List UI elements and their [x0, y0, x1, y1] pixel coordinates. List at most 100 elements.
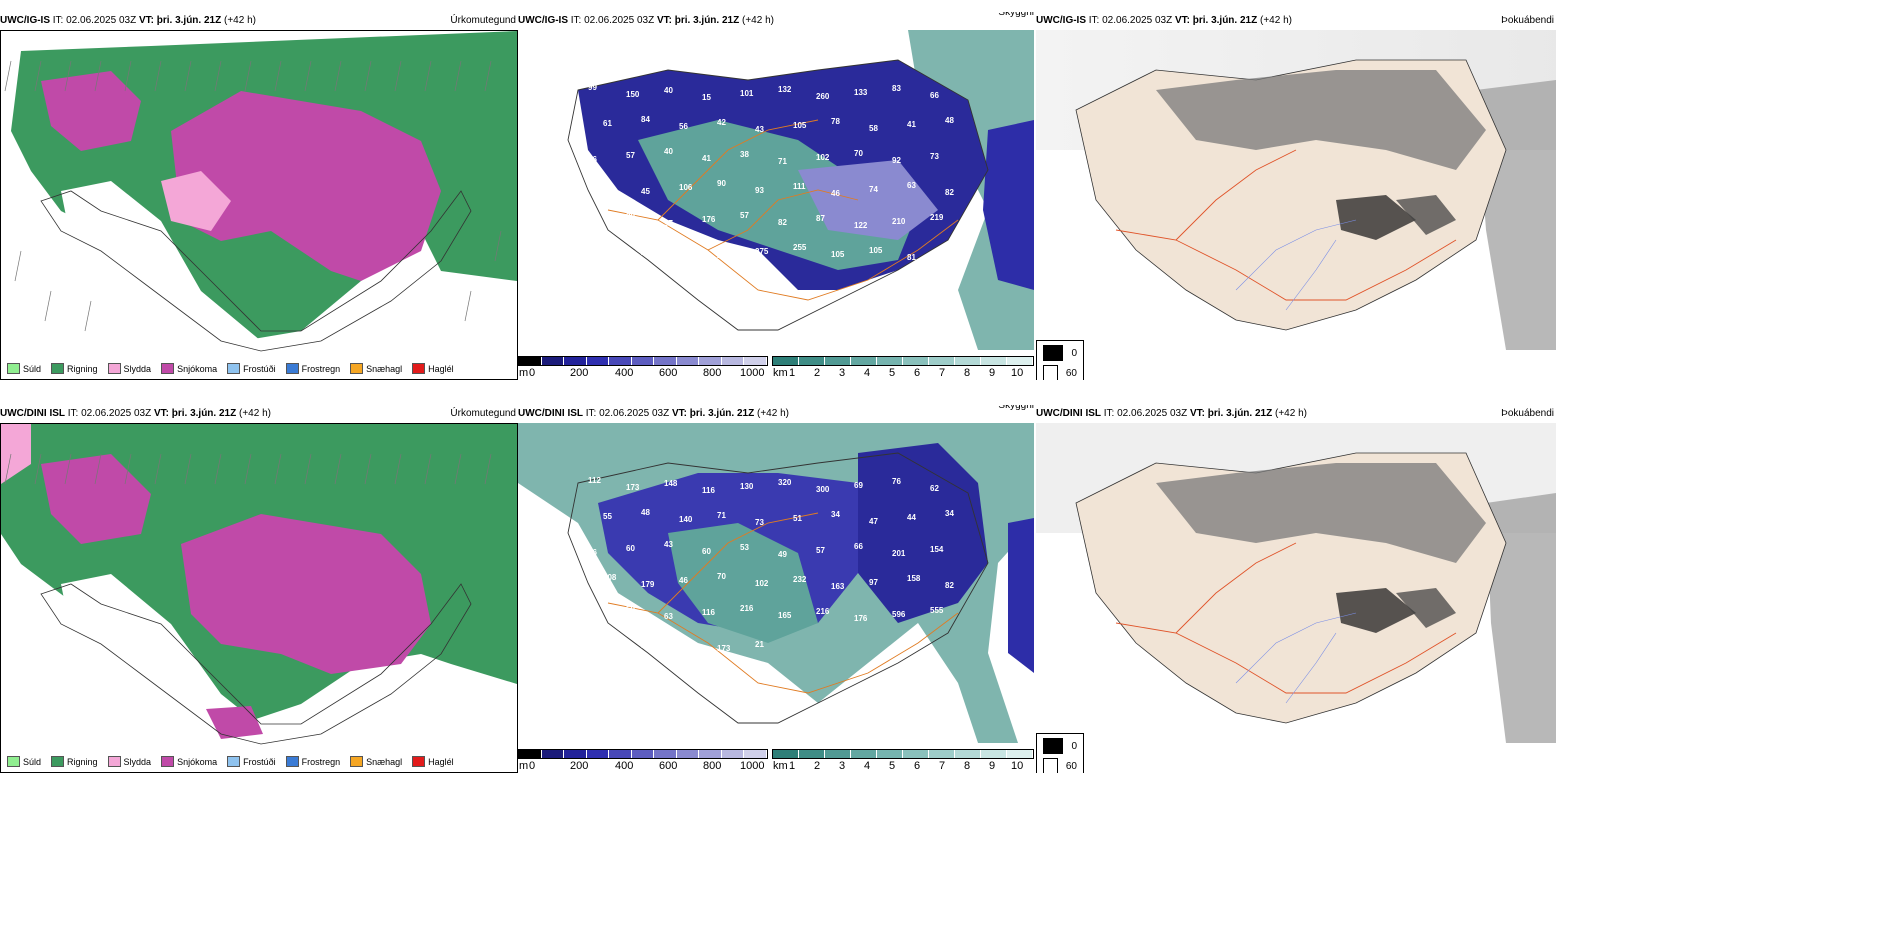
visibility-value-label: 57	[816, 546, 825, 555]
visibility-value-label: 105	[869, 246, 883, 255]
visibility-value-label: 46	[679, 576, 688, 585]
visibility-value-label: 82	[945, 188, 954, 197]
fog-map	[1036, 30, 1556, 350]
visibility-value-label: 105	[831, 250, 845, 259]
visibility-value-label: 116	[702, 608, 715, 617]
visibility-value-label: 193	[603, 645, 617, 654]
visibility-map: 99 150 40 15 101 132 260 133 83 66 61 84 56 42 43 105 78…	[518, 30, 1034, 350]
visibility-value-label: 130	[740, 482, 754, 491]
visibility-value-label: 51	[793, 514, 802, 523]
legend-swatch	[51, 363, 65, 374]
legend-item-haglel: Haglél	[412, 363, 454, 374]
visibility-value-label: 41	[702, 154, 711, 163]
visibility-colorbar: km 1 2 3 4 5 6 7 8 9 10	[772, 749, 1034, 773]
panel-type-title: Þokuábendi	[1501, 15, 1554, 26]
fog-panel-row2: UWC/DINI ISL IT: 02.06.2025 03Z VT: þri.…	[1036, 405, 1556, 773]
visibility-value-label: 56	[679, 122, 688, 131]
visibility-value-label: 179	[641, 580, 655, 589]
visibility-value-label: 44	[907, 513, 916, 522]
visibility-value-label: 73	[755, 518, 764, 527]
tick-label: 7	[939, 367, 946, 379]
legend-item-snaehagl: Snæhagl	[350, 363, 402, 374]
colorbar-cells	[772, 356, 1034, 366]
visibility-value-label: 43	[755, 125, 764, 134]
fog-legend-item: 60	[1043, 758, 1077, 773]
visibility-value-label: 133	[854, 88, 868, 97]
visibility-labels: 112 173 148 116 130 320 300 69 76 62 55 48 140 71 73 51…	[588, 476, 954, 654]
fog-legend-item: 0	[1043, 738, 1077, 754]
visibility-value-label: 87	[816, 214, 825, 223]
map-frame: Súld Rigning Slydda Snjókoma Frostúði Fr…	[0, 423, 518, 773]
visibility-value-label: 105	[793, 121, 807, 130]
visibility-value-label: 38	[603, 180, 612, 189]
visibility-value-label: 111	[793, 182, 806, 191]
visibility-value-label: 92	[892, 156, 901, 165]
precip-legend: Súld Rigning Slydda Snjókoma Frostúði Fr…	[7, 756, 454, 767]
visibility-value-label: 108	[603, 573, 617, 582]
visibility-value-label: 15	[702, 93, 711, 102]
panel-header: UWC/IG-IS IT: 02.06.2025 03Z VT: þri. 3.…	[0, 12, 518, 30]
tick-label: 5	[889, 367, 896, 379]
visibility-value-label: 47	[869, 517, 878, 526]
visibility-value-label: 57	[626, 151, 635, 160]
visibility-value-label: 97	[869, 578, 878, 587]
visibility-value-label: 99	[588, 83, 597, 92]
visibility-value-label: 201	[892, 549, 906, 558]
tick-label: 0	[529, 367, 536, 379]
fog-legend-item: 0	[1043, 345, 1077, 361]
legend-item-rigning: Rigning	[51, 756, 98, 767]
model-name: UWC/IG-IS	[1036, 15, 1086, 26]
visibility-value-label: 210	[892, 217, 906, 226]
visibility-value-label: 21	[755, 640, 764, 649]
visibility-value-label: 148	[664, 479, 678, 488]
tick-label: 1	[789, 367, 796, 379]
visibility-value-label: 69	[854, 481, 863, 490]
visibility-value-label: 74	[869, 185, 878, 194]
panel-type-title: Skyggni	[998, 12, 1034, 18]
visibility-value-label: 34	[945, 509, 954, 518]
precip-panel-row2: UWC/DINI ISL IT: 02.06.2025 03Z VT: þri.…	[0, 405, 518, 773]
legend-item-frostudi: Frostúði	[227, 756, 276, 767]
map-frame: Súld Rigning Slydda Snjókoma Frostúði Fr…	[0, 30, 518, 380]
visibility-value-label: 149	[641, 641, 655, 650]
visibility-value-label: 58	[869, 124, 878, 133]
colorbar-ticks: km 1 2 3 4 5 6 7 8 9 10	[772, 366, 1034, 380]
fog-legend: 0 60	[1036, 733, 1084, 773]
visibility-value-label: 38	[740, 150, 749, 159]
visibility-value-label: 90	[717, 179, 726, 188]
tick-label: 800	[703, 367, 722, 379]
visibility-value-label: 55	[603, 512, 612, 521]
legend-item-frostudi: Frostúði	[227, 363, 276, 374]
visibility-value-label: 62	[930, 484, 939, 493]
legend-item-snjokoma: Snjókoma	[161, 756, 217, 767]
legend-item-frostregn: Frostregn	[285, 363, 340, 374]
panel-type-title: Skyggni	[998, 405, 1034, 411]
visibility-value-label: 43	[664, 540, 673, 549]
it-value: 02.06.2025 03Z	[66, 15, 137, 26]
legend-swatch	[107, 363, 121, 374]
visibility-value-label: 81	[907, 253, 916, 262]
visibility-value-label: 48	[945, 116, 954, 125]
legend-swatch	[350, 363, 364, 374]
visibility-value-label: 83	[892, 84, 901, 93]
visibility-value-label: 555	[930, 606, 944, 615]
visibility-value-label: 158	[907, 574, 921, 583]
panel-header: UWC/DINI ISL IT: 02.06.2025 03Z VT: þri.…	[0, 408, 271, 419]
visibility-value-label: 63	[664, 612, 673, 621]
vt-label: VT:	[138, 15, 154, 26]
legend-item-snaehagl: Snæhagl	[350, 756, 402, 767]
visibility-value-label: 232	[793, 575, 807, 584]
visibility-value-label: 45	[641, 187, 650, 196]
visibility-value-label: 154	[930, 545, 944, 554]
legend-item-frostregn: Frostregn	[285, 756, 340, 767]
legend-item-slydda: Slydda	[107, 756, 151, 767]
visibility-value-label: 596	[892, 610, 906, 619]
visibility-map: 112 173 148 116 130 320 300 69 76 62 55 48 140 71 73 51…	[518, 423, 1034, 743]
lead-time: (+42 h)	[224, 15, 256, 26]
visibility-colorbar: km 1 2 3 4 5 6 7 8 9 10	[772, 356, 1034, 380]
visibility-value-label: 46	[588, 548, 597, 557]
model-name: UWC/DINI ISL	[518, 408, 583, 419]
visibility-value-label: 300	[816, 485, 830, 494]
precip-map	[1, 424, 517, 754]
legend-item-slydda: Slydda	[107, 363, 151, 374]
